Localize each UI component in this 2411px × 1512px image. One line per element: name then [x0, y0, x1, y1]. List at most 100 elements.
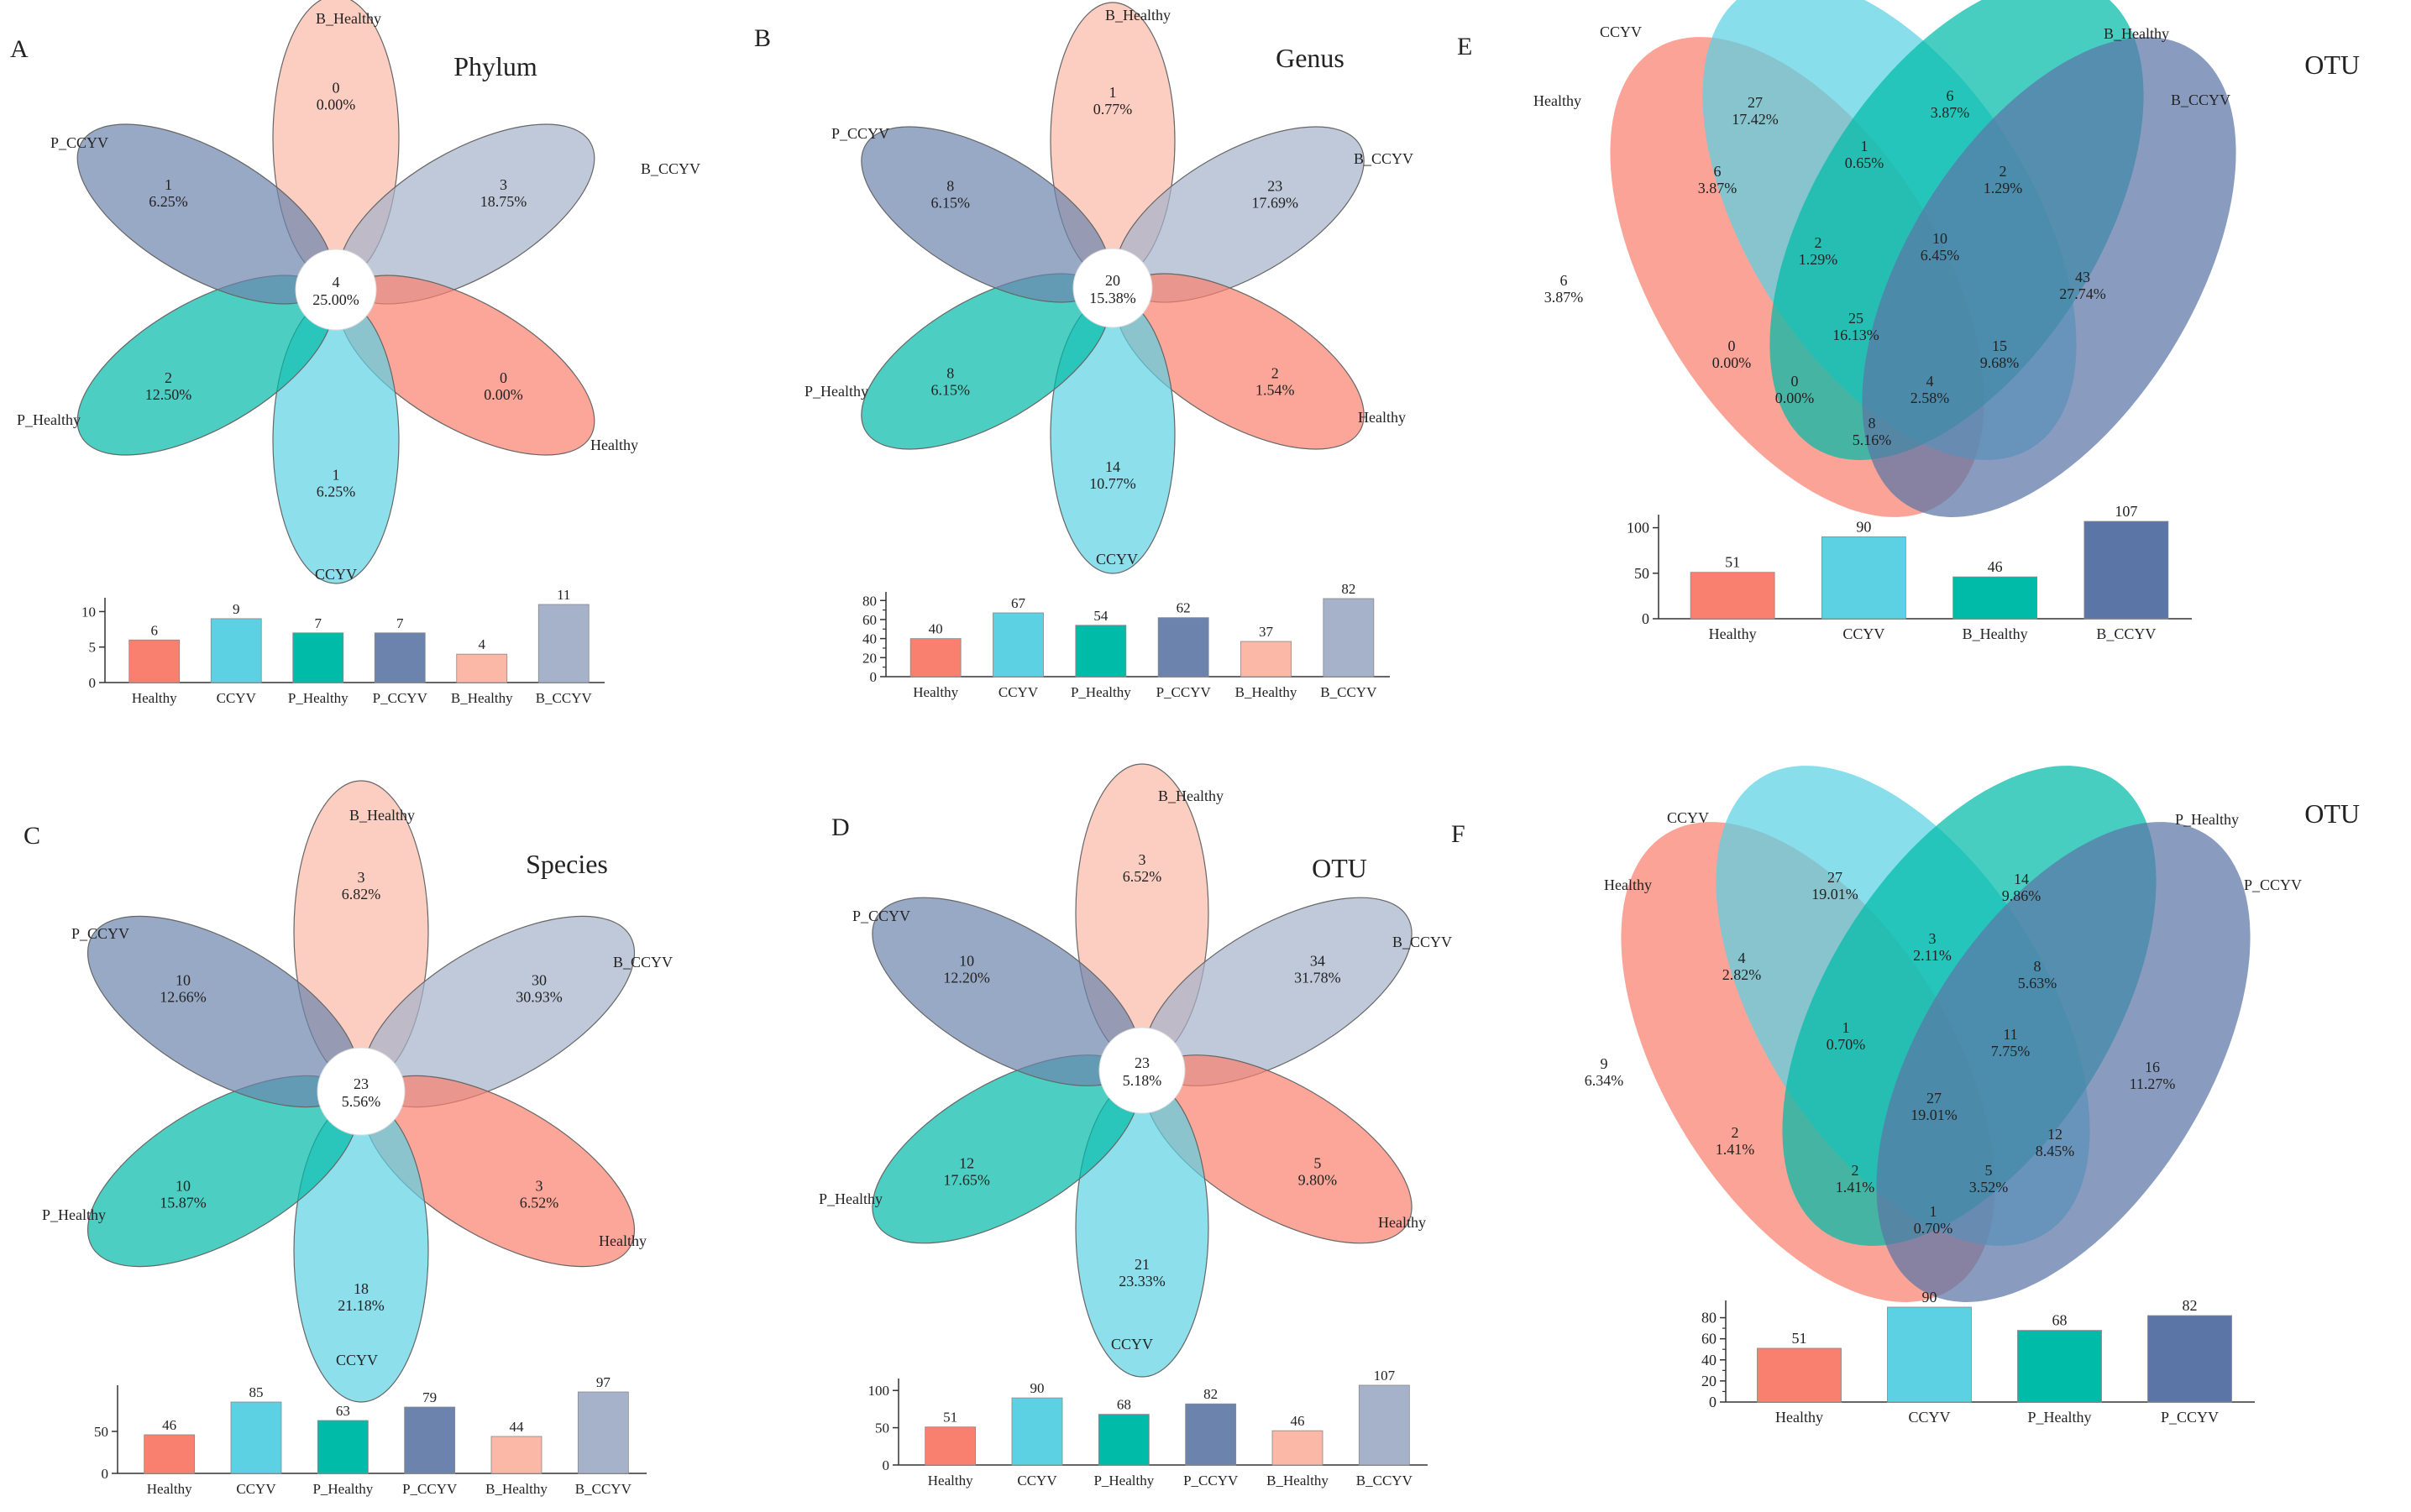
y-tick-label: 80	[862, 593, 877, 609]
venn-region-count: 1	[1930, 1203, 1937, 1220]
bar-category-label: B_CCYV	[536, 690, 593, 706]
panel-letter: E	[1457, 33, 1472, 60]
venn-region-count: 8	[2034, 958, 2041, 975]
venn-region-count: 6	[1947, 87, 1954, 104]
bar-category-label: B_Healthy	[451, 690, 513, 706]
y-tick-label: 0	[1709, 1394, 1717, 1410]
bar-value-label: 51	[1792, 1330, 1807, 1347]
venn-region-percent: 2.58%	[1910, 390, 1950, 406]
venn-set-B_CCYV	[1862, 37, 2236, 517]
bar-value-label: 79	[422, 1389, 437, 1405]
bar-B-Healthy	[909, 638, 962, 678]
petal-group-label: B_CCYV	[1354, 150, 1413, 167]
center-count: 23	[354, 1075, 369, 1092]
petal-group-label: Healthy	[590, 437, 638, 453]
panel-C: CSpecies235.56%36.82%B_Healthy3030.93%B_…	[24, 780, 673, 1497]
petal-percent: 31.78%	[1294, 969, 1341, 986]
bar-E-CCYV	[1821, 536, 1906, 620]
bar-value-label: 6	[151, 622, 159, 638]
bar-C-Healthy	[144, 1434, 196, 1474]
petal-group-label: P_Healthy	[805, 383, 868, 400]
venn-region-percent: 17.42%	[1732, 111, 1779, 128]
bar-A-P_CCYV	[374, 632, 426, 683]
bar-value-label: 54	[1093, 608, 1109, 624]
venn-set-label: B_CCYV	[2171, 92, 2230, 108]
bar-C-P_Healthy	[317, 1420, 369, 1474]
panel-letter: F	[1451, 820, 1465, 848]
bar-value-label: 85	[249, 1384, 264, 1400]
petal-group-label: P_CCYV	[50, 134, 108, 151]
petal-count: 5	[1313, 1155, 1321, 1172]
petal-percent: 12.20%	[943, 969, 990, 986]
panel-letter: A	[10, 35, 29, 63]
bar-A-CCYV	[210, 618, 262, 683]
panel-title: Phylum	[453, 51, 537, 81]
y-tick-label: 40	[1701, 1352, 1717, 1368]
bar-category-label: P_Healthy	[1071, 684, 1131, 700]
venn-set-P_CCYV	[1876, 822, 2251, 1302]
bar-value-label: 107	[2115, 503, 2137, 520]
bar-D-P_Healthy	[1098, 1414, 1150, 1466]
bar-value-label: 90	[1030, 1380, 1045, 1396]
petal-percent: 23.33%	[1119, 1273, 1166, 1290]
venn-region-count: 6	[1560, 272, 1568, 289]
venn-set-label: CCYV	[1600, 24, 1642, 40]
bar-value-label: 51	[1725, 554, 1740, 571]
bar-B-CCYV	[993, 612, 1044, 678]
bar-B-B_CCYV	[1323, 598, 1375, 678]
bar-category-label: Healthy	[928, 1473, 973, 1488]
bar-value-label: 67	[1011, 595, 1026, 611]
venn-region-count: 2	[1815, 234, 1822, 251]
bar-category-label: B_CCYV	[1356, 1473, 1413, 1488]
venn-region-count: 2	[1852, 1162, 1859, 1179]
y-tick-label: 80	[1701, 1310, 1717, 1326]
petal-group-label: Healthy	[599, 1232, 647, 1249]
bar-A-Healthy	[128, 639, 181, 683]
venn-set-label: P_CCYV	[2244, 876, 2302, 893]
venn-region-percent: 3.87%	[1931, 104, 1970, 121]
petal-count: 10	[176, 1177, 191, 1194]
y-tick-label: 0	[870, 669, 878, 685]
petal-group-label: B_Healthy	[1158, 787, 1224, 804]
panel-title: Genus	[1276, 43, 1344, 73]
bar-value-label: 7	[396, 615, 404, 631]
venn-region-count: 27	[1926, 1090, 1942, 1107]
venn-region-percent: 0.00%	[1775, 390, 1815, 406]
petal-percent: 10.77%	[1089, 475, 1136, 492]
y-tick-label: 20	[862, 650, 877, 666]
bar-value-label: 90	[1922, 1289, 1937, 1305]
petal-group-label: B_Healthy	[349, 807, 415, 824]
petal-percent: 18.75%	[480, 193, 527, 210]
petal-count: 1	[165, 176, 172, 193]
bar-value-label: 37	[1259, 624, 1274, 640]
venn-region-percent: 1.41%	[1716, 1141, 1755, 1158]
venn-region-count: 43	[2075, 269, 2090, 285]
bar-B-B_Healthy	[1240, 641, 1292, 678]
venn-region-count: 5	[1985, 1162, 1993, 1179]
bar-value-label: 44	[510, 1419, 525, 1435]
bar-B-P_CCYV	[1157, 617, 1209, 678]
venn-region-count: 25	[1848, 310, 1863, 327]
bar-value-label: 97	[596, 1374, 611, 1390]
bar-C-B_CCYV	[577, 1391, 629, 1474]
petal-group-label: CCYV	[315, 566, 357, 583]
bar-category-label: CCYV	[1908, 1409, 1950, 1426]
panel-letter: D	[831, 814, 850, 841]
petal-group-label: B_Healthy	[316, 10, 381, 27]
venn-region-percent: 1.41%	[1836, 1179, 1875, 1195]
petal-group-label: P_CCYV	[831, 125, 889, 142]
venn-region-percent: 3.87%	[1698, 180, 1737, 196]
bar-E-B_Healthy	[1952, 576, 2038, 620]
bar-category-label: B_CCYV	[1320, 684, 1377, 700]
bar-category-label: B_Healthy	[485, 1481, 548, 1497]
bar-value-label: 68	[2052, 1312, 2068, 1329]
bar-C-B_Healthy	[490, 1436, 542, 1474]
venn-region-count: 27	[1748, 94, 1763, 111]
bar-E-Healthy	[1690, 572, 1775, 620]
y-tick-label: 0	[1642, 610, 1649, 627]
bar-D-CCYV	[1011, 1397, 1063, 1466]
petal-percent: 12.66%	[160, 989, 207, 1006]
bar-A-P_Healthy	[292, 632, 344, 683]
